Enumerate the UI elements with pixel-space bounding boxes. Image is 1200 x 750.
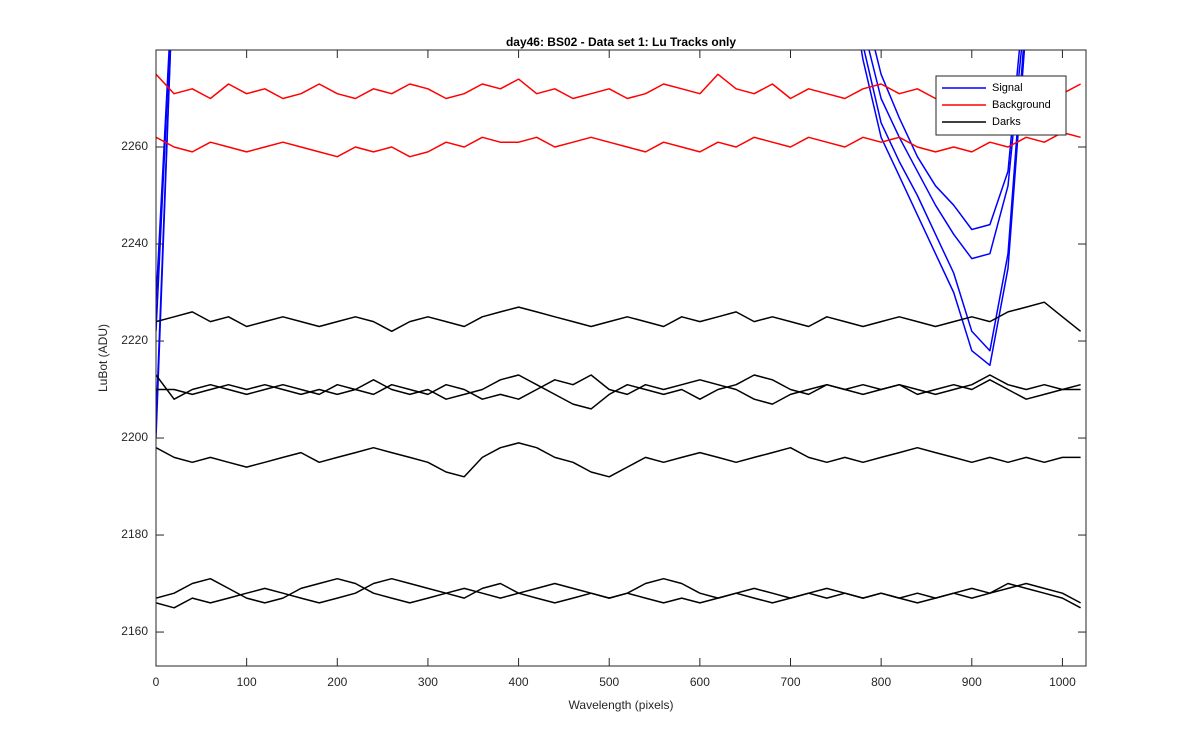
plot-area (156, 50, 1086, 666)
x-tick-label: 700 (780, 675, 800, 689)
data-line (156, 50, 1023, 332)
x-tick-label: 900 (962, 675, 982, 689)
y-axis-label: LuBot (ADU) (96, 324, 110, 392)
legend: Signal Background Darks (935, 75, 1067, 136)
y-tick-label: 2200 (121, 430, 148, 444)
data-line (156, 374, 1081, 405)
legend-label: Signal (992, 82, 1023, 94)
axes-box (155, 49, 1087, 667)
legend-label: Darks (992, 116, 1021, 128)
data-line (156, 73, 1081, 100)
data-line (156, 442, 1081, 478)
x-tick-label: 200 (327, 675, 347, 689)
legend-label: Background (992, 99, 1051, 111)
x-tick-label: 800 (871, 675, 891, 689)
x-tick-label: 500 (599, 675, 619, 689)
data-line (156, 577, 1081, 609)
chart-title: day46: BS02 - Data set 1: Lu Tracks only (506, 35, 736, 49)
lines (156, 50, 1082, 609)
y-tick-label: 2160 (121, 624, 148, 638)
data-line (156, 50, 1021, 303)
x-tick-label: 300 (418, 675, 438, 689)
x-tick-label: 400 (509, 675, 529, 689)
x-tick-label: 100 (237, 675, 257, 689)
x-tick-label: 600 (690, 675, 710, 689)
data-line (156, 301, 1082, 333)
x-tick-label: 1000 (1049, 675, 1076, 689)
y-tick-label: 2240 (121, 236, 148, 250)
data-line (156, 50, 1025, 424)
data-line (156, 50, 1026, 439)
y-tick-label: 2260 (121, 139, 148, 153)
x-axis-label: Wavelength (pixels) (569, 698, 674, 712)
y-tick-label: 2180 (121, 527, 148, 541)
x-tick-label: 0 (153, 675, 160, 689)
y-tick-label: 2220 (121, 333, 148, 347)
data-line (156, 131, 1081, 158)
